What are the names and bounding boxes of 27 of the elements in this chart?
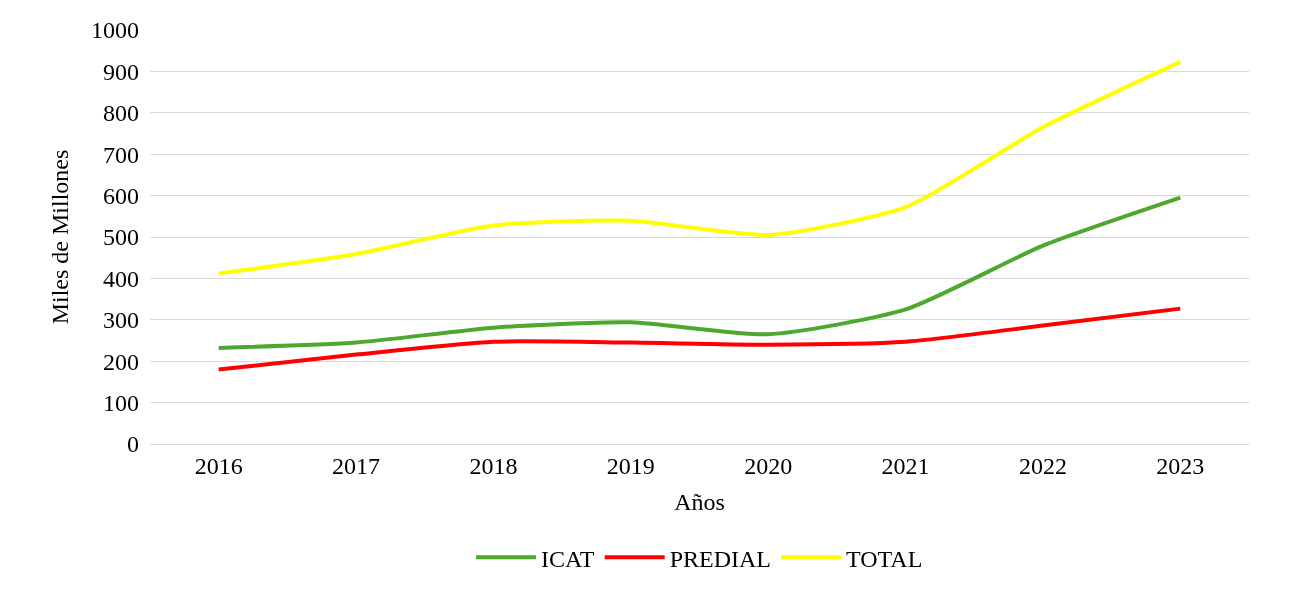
- x-tick-label: 2016: [194, 452, 243, 479]
- x-tick-label: 2017: [332, 452, 381, 479]
- line-series: [216, 306, 1183, 372]
- x-tick-label: 2019: [606, 452, 655, 479]
- y-axis-title: Miles de Millones: [47, 149, 74, 325]
- y-tick-label: 100: [103, 390, 139, 416]
- y-tick-label: 900: [103, 58, 139, 85]
- x-tick-label: 2018: [469, 452, 518, 479]
- y-tick-label: 800: [103, 100, 139, 127]
- y-tick-label: 600: [103, 183, 139, 209]
- y-tick-label: 500: [103, 224, 139, 251]
- y-tick-label: 700: [103, 141, 139, 168]
- line-series: [216, 59, 1183, 276]
- y-tick-label: 300: [103, 307, 139, 334]
- y-tick-label: 400: [103, 265, 139, 292]
- y-tick-label: 0: [127, 431, 139, 458]
- x-tick-label: 2020: [744, 452, 793, 479]
- line-series: [216, 195, 1183, 350]
- legend-label: TOTAL: [846, 545, 923, 572]
- legend-label: ICAT: [541, 545, 595, 572]
- y-tick-label: 1000: [91, 17, 139, 44]
- x-tick-label: 2023: [1156, 452, 1205, 479]
- y-tick-label: 200: [103, 348, 139, 375]
- x-axis-title: Años: [674, 489, 725, 516]
- x-tick-label: 2022: [1018, 452, 1067, 479]
- x-tick-label: 2021: [881, 452, 930, 479]
- legend-label: PREDIAL: [669, 545, 772, 572]
